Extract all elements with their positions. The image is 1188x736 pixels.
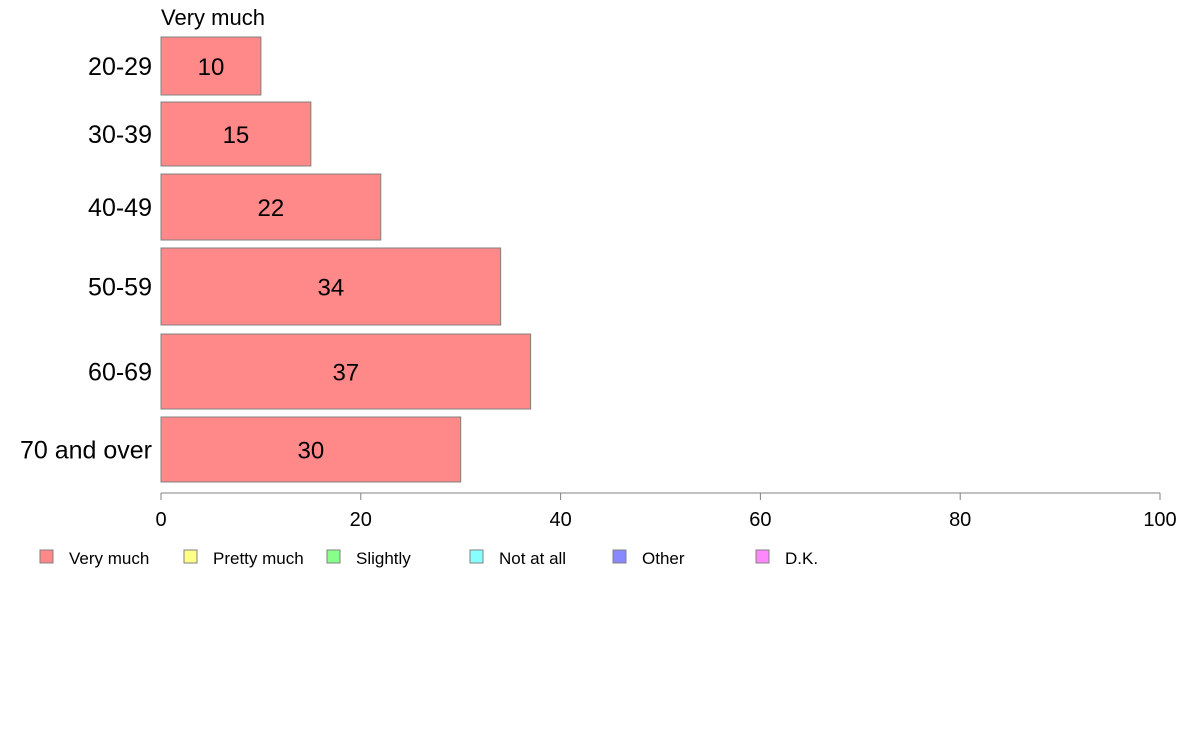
bar-40-49 — [160, 173, 382, 241]
bar-value-label: 22 — [258, 195, 285, 222]
bar-30-39 — [160, 101, 312, 167]
legend: Very much Pretty much Slightly Not at all Ot… — [39, 549, 818, 568]
legend-swatch — [183, 549, 198, 564]
panel-title: Very much — [161, 5, 265, 30]
bar-70-and-over — [160, 416, 462, 483]
bar-20-29 — [160, 36, 262, 96]
bar-value-label: 15 — [223, 122, 250, 149]
category-label: 50-59 — [88, 274, 152, 302]
category-label: 20-29 — [88, 53, 152, 81]
legend-swatch — [326, 549, 341, 564]
legend-label: Very much — [69, 549, 149, 568]
bar-value-label: 37 — [332, 360, 359, 387]
category-label: 60-69 — [88, 359, 152, 387]
x-tick-label: 40 — [549, 509, 571, 531]
x-tick-label: 0 — [155, 509, 166, 531]
bar-60-69 — [160, 333, 532, 410]
x-tick-label: 60 — [749, 509, 771, 531]
x-axis: 0 20 40 60 80 100 — [155, 492, 1177, 531]
bar-value-label: 30 — [297, 438, 324, 465]
bar-50-59 — [160, 247, 502, 326]
legend-swatch — [469, 549, 484, 564]
legend-swatch — [39, 549, 54, 564]
legend-label: D.K. — [785, 549, 818, 568]
category-label: 70 and over — [20, 437, 152, 465]
x-tick-label: 80 — [949, 509, 971, 531]
x-tick-label: 20 — [350, 509, 372, 531]
category-label: 30-39 — [88, 121, 152, 149]
legend-label: Not at all — [499, 549, 566, 568]
legend-swatch — [612, 549, 627, 564]
legend-label: Other — [642, 549, 685, 568]
legend-label: Pretty much — [213, 549, 304, 568]
x-tick-label: 100 — [1143, 509, 1176, 531]
legend-swatch — [755, 549, 770, 564]
bar-value-label: 10 — [198, 54, 225, 81]
bar-value-label: 34 — [317, 275, 344, 302]
bars-layer: 20-29 10 30-39 15 40-49 22 50-59 34 60-69 37 70 an… — [20, 36, 532, 483]
legend-label: Slightly — [356, 549, 411, 568]
category-label: 40-49 — [88, 194, 152, 222]
